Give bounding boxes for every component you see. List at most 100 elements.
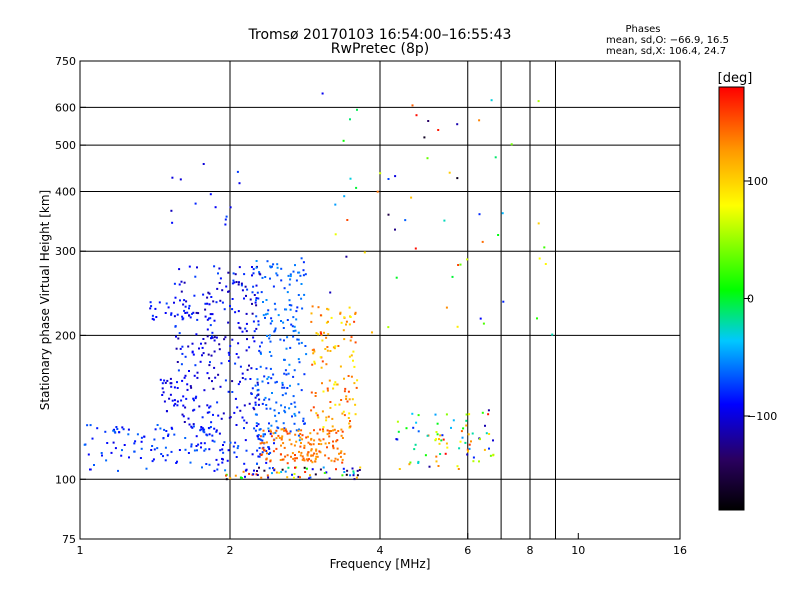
data-point [347, 417, 350, 419]
data-point [275, 401, 278, 404]
data-point [417, 414, 420, 417]
data-point [174, 325, 177, 328]
data-point [250, 393, 253, 395]
data-point [193, 399, 195, 402]
data-point [184, 305, 187, 308]
data-point [225, 285, 228, 288]
data-point [285, 430, 288, 433]
data-point [414, 443, 417, 446]
data-point [251, 387, 254, 390]
data-point [342, 467, 345, 470]
data-point [121, 449, 123, 452]
data-point [263, 469, 266, 472]
data-point [281, 435, 284, 438]
data-point [238, 266, 241, 269]
data-point [281, 428, 284, 431]
data-point [415, 114, 418, 117]
data-point [286, 291, 289, 294]
data-point [202, 352, 205, 355]
data-point [183, 299, 186, 302]
data-point [457, 264, 460, 266]
data-point [292, 335, 295, 338]
data-point [188, 265, 191, 268]
data-point [331, 417, 334, 420]
data-point [269, 367, 272, 370]
data-point [169, 393, 172, 396]
data-point [210, 335, 213, 338]
data-point [181, 379, 184, 382]
data-point [184, 406, 187, 409]
data-point [232, 279, 235, 282]
data-point [271, 472, 273, 475]
colorbar-gradient [718, 86, 745, 511]
data-point [309, 474, 311, 477]
data-point [266, 474, 269, 477]
data-point [219, 385, 222, 388]
data-point [255, 297, 258, 300]
data-point [168, 397, 171, 400]
data-point [185, 300, 188, 303]
data-point [311, 468, 314, 471]
data-point [170, 385, 173, 388]
data-point [263, 449, 266, 452]
data-point [351, 467, 354, 470]
data-point [329, 350, 332, 352]
data-point [249, 378, 252, 380]
data-point [348, 422, 351, 425]
data-point [150, 305, 153, 308]
data-point [292, 375, 295, 378]
data-point [224, 469, 227, 472]
data-point [315, 452, 318, 455]
data-point [468, 443, 471, 446]
data-point [255, 260, 258, 262]
data-point [456, 123, 459, 126]
data-point [284, 369, 287, 372]
data-point [229, 477, 232, 480]
data-point [207, 353, 210, 356]
data-point [459, 440, 462, 443]
data-point [411, 104, 414, 107]
data-point [326, 307, 329, 310]
data-point [115, 426, 118, 428]
data-point [292, 270, 295, 273]
data-point [293, 459, 296, 462]
data-point [352, 474, 355, 477]
data-point [426, 434, 429, 437]
data-point [195, 311, 198, 314]
data-point [202, 338, 205, 340]
data-point [349, 316, 352, 318]
data-point [208, 377, 211, 380]
data-point [397, 430, 400, 433]
data-point [537, 222, 540, 225]
data-point [187, 417, 190, 420]
data-point [204, 448, 207, 451]
data-point [295, 279, 298, 282]
data-point [297, 429, 300, 432]
data-point [219, 449, 222, 452]
data-point [292, 330, 295, 333]
data-point [272, 450, 275, 453]
data-point [281, 383, 284, 386]
data-point [253, 427, 256, 430]
y-tick-label: 600 [55, 101, 76, 114]
data-point [210, 421, 213, 424]
data-point [212, 300, 215, 303]
data-point [280, 279, 283, 282]
data-point [458, 447, 461, 450]
data-point [298, 428, 300, 431]
data-point [448, 171, 451, 174]
data-point [304, 471, 307, 473]
data-point [289, 346, 292, 349]
data-point [272, 432, 275, 435]
data-point [275, 471, 278, 474]
data-point [140, 440, 143, 443]
y-tick-label: 500 [55, 139, 76, 152]
data-point [268, 398, 271, 401]
data-point [379, 172, 382, 175]
data-point [271, 392, 273, 394]
data-point [310, 449, 313, 452]
data-point [471, 432, 474, 435]
data-point [237, 310, 240, 313]
y-tick-label: 200 [55, 329, 76, 342]
data-point [257, 320, 260, 323]
